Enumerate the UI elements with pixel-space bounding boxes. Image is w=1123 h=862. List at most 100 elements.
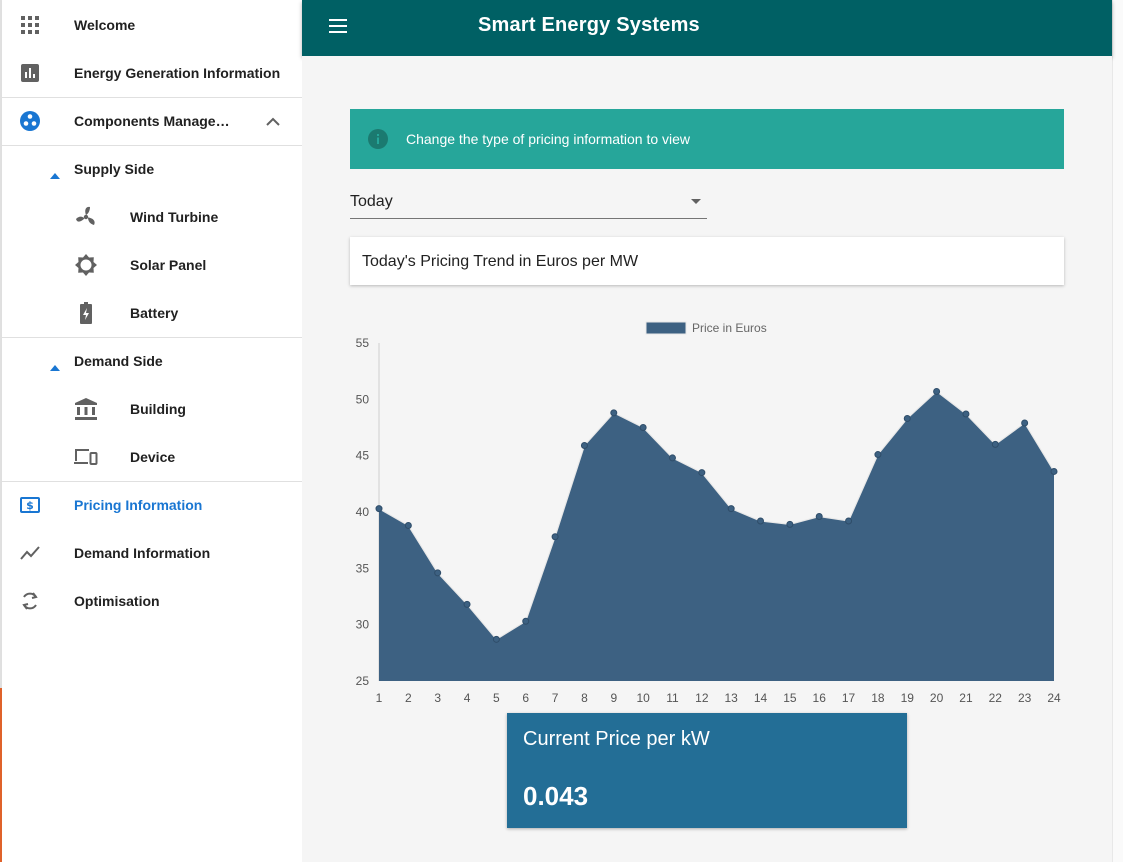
chart-title-card: Today's Pricing Trend in Euros per MW [350, 237, 1064, 285]
y-tick-label: 25 [356, 674, 370, 688]
data-point [727, 505, 735, 513]
bank-icon [74, 397, 98, 421]
x-tick-label: 5 [493, 691, 500, 705]
sidebar: Welcome Energy Generation Information Co… [2, 0, 302, 862]
sidebar-item-label: Pricing Information [74, 497, 203, 513]
main-content: Change the type of pricing information t… [302, 56, 1112, 862]
select-value: Today [350, 193, 393, 210]
sidebar-item-demand-side[interactable]: Demand Side [2, 337, 302, 385]
sidebar-item-label: Demand Information [74, 545, 211, 561]
sun-icon [74, 253, 98, 277]
y-tick-label: 45 [356, 449, 370, 463]
y-tick-label: 30 [356, 618, 370, 632]
x-tick-label: 12 [695, 691, 709, 705]
sidebar-item-battery[interactable]: Battery [2, 289, 302, 337]
sidebar-item-building[interactable]: Building [2, 385, 302, 433]
x-tick-label: 16 [813, 691, 827, 705]
x-tick-label: 7 [552, 691, 559, 705]
data-point [874, 451, 882, 459]
data-point [786, 520, 794, 528]
sidebar-item-device[interactable]: Device [2, 433, 302, 481]
sidebar-item-demand-information[interactable]: Demand Information [2, 529, 302, 577]
chevron-up-icon[interactable] [266, 114, 280, 132]
refresh-icon [18, 589, 42, 613]
chart-title: Today's Pricing Trend in Euros per MW [362, 253, 639, 270]
sidebar-item-welcome[interactable]: Welcome [2, 1, 302, 49]
data-point [639, 424, 647, 431]
sidebar-item-label: Welcome [74, 17, 136, 33]
x-tick-label: 6 [522, 691, 529, 705]
sidebar-item-pricing-information[interactable]: $ Pricing Information [2, 481, 302, 529]
current-price-label: Current Price per kW [523, 728, 710, 750]
sidebar-item-label: Wind Turbine [130, 209, 219, 225]
legend-label: Price in Euros [692, 321, 767, 335]
y-tick-label: 50 [356, 392, 370, 406]
y-tick-label: 55 [356, 336, 370, 350]
data-point [375, 505, 383, 513]
sidebar-item-label: Demand Side [74, 353, 163, 369]
sidebar-item-energy-generation[interactable]: Energy Generation Information [2, 49, 302, 97]
x-tick-label: 24 [1047, 691, 1061, 705]
divider [2, 481, 302, 482]
series-area [379, 391, 1054, 681]
x-tick-label: 21 [959, 691, 973, 705]
pricing-type-select[interactable]: Today [350, 186, 707, 219]
data-point [1050, 467, 1058, 475]
trending-up-icon [18, 541, 42, 565]
sidebar-item-label: Energy Generation Information [74, 65, 281, 81]
caret-up-icon [50, 166, 60, 184]
x-tick-label: 4 [464, 691, 471, 705]
x-tick-label: 9 [610, 691, 617, 705]
data-point [845, 517, 853, 525]
scrollbar-track[interactable] [1112, 0, 1123, 862]
info-icon [368, 129, 388, 149]
legend-swatch [645, 321, 687, 335]
battery-charging-icon [74, 301, 98, 325]
divider [2, 145, 302, 146]
x-tick-label: 2 [405, 691, 412, 705]
data-point [522, 617, 530, 625]
devices-icon [74, 445, 98, 469]
data-point [757, 517, 765, 525]
data-point [903, 414, 911, 422]
x-tick-label: 13 [724, 691, 738, 705]
current-price-value: 0.043 [523, 781, 589, 811]
x-tick-label: 10 [636, 691, 650, 705]
x-tick-label: 14 [754, 691, 768, 705]
sidebar-item-supply-side[interactable]: Supply Side [2, 145, 302, 193]
data-point [1021, 419, 1029, 427]
menu-button[interactable] [324, 14, 352, 42]
bar-chart-icon [18, 61, 42, 85]
sidebar-item-solar-panel[interactable]: Solar Panel [2, 241, 302, 289]
data-point [668, 454, 676, 462]
left-edge [0, 0, 2, 862]
data-point [991, 440, 999, 448]
app-header: Smart Energy Systems [302, 0, 1112, 56]
svg-text:$: $ [26, 499, 34, 512]
dropdown-arrow-icon [691, 199, 701, 204]
data-point [698, 469, 706, 477]
sidebar-item-optimisation[interactable]: Optimisation [2, 577, 302, 625]
fan-icon [74, 205, 98, 229]
x-tick-label: 20 [930, 691, 944, 705]
app-title: Smart Energy Systems [478, 14, 700, 36]
sidebar-item-label: Building [130, 401, 186, 417]
x-tick-label: 18 [871, 691, 885, 705]
x-tick-label: 19 [901, 691, 915, 705]
sidebar-item-components-management[interactable]: Components Manage… [2, 97, 302, 145]
sidebar-item-label: Supply Side [74, 161, 155, 177]
x-tick-label: 15 [783, 691, 797, 705]
apps-grid-icon [18, 13, 42, 37]
sidebar-item-label: Components Manage… [74, 113, 230, 129]
x-tick-label: 11 [666, 691, 679, 705]
caret-up-icon [50, 358, 60, 376]
dollar-icon: $ [18, 493, 42, 517]
y-tick-label: 35 [356, 561, 370, 575]
sidebar-item-wind-turbine[interactable]: Wind Turbine [2, 193, 302, 241]
series-line [378, 390, 1055, 641]
data-point [610, 409, 618, 417]
data-point [463, 600, 471, 608]
data-point [580, 442, 588, 450]
data-point [434, 569, 442, 577]
sidebar-item-label: Solar Panel [130, 257, 207, 273]
